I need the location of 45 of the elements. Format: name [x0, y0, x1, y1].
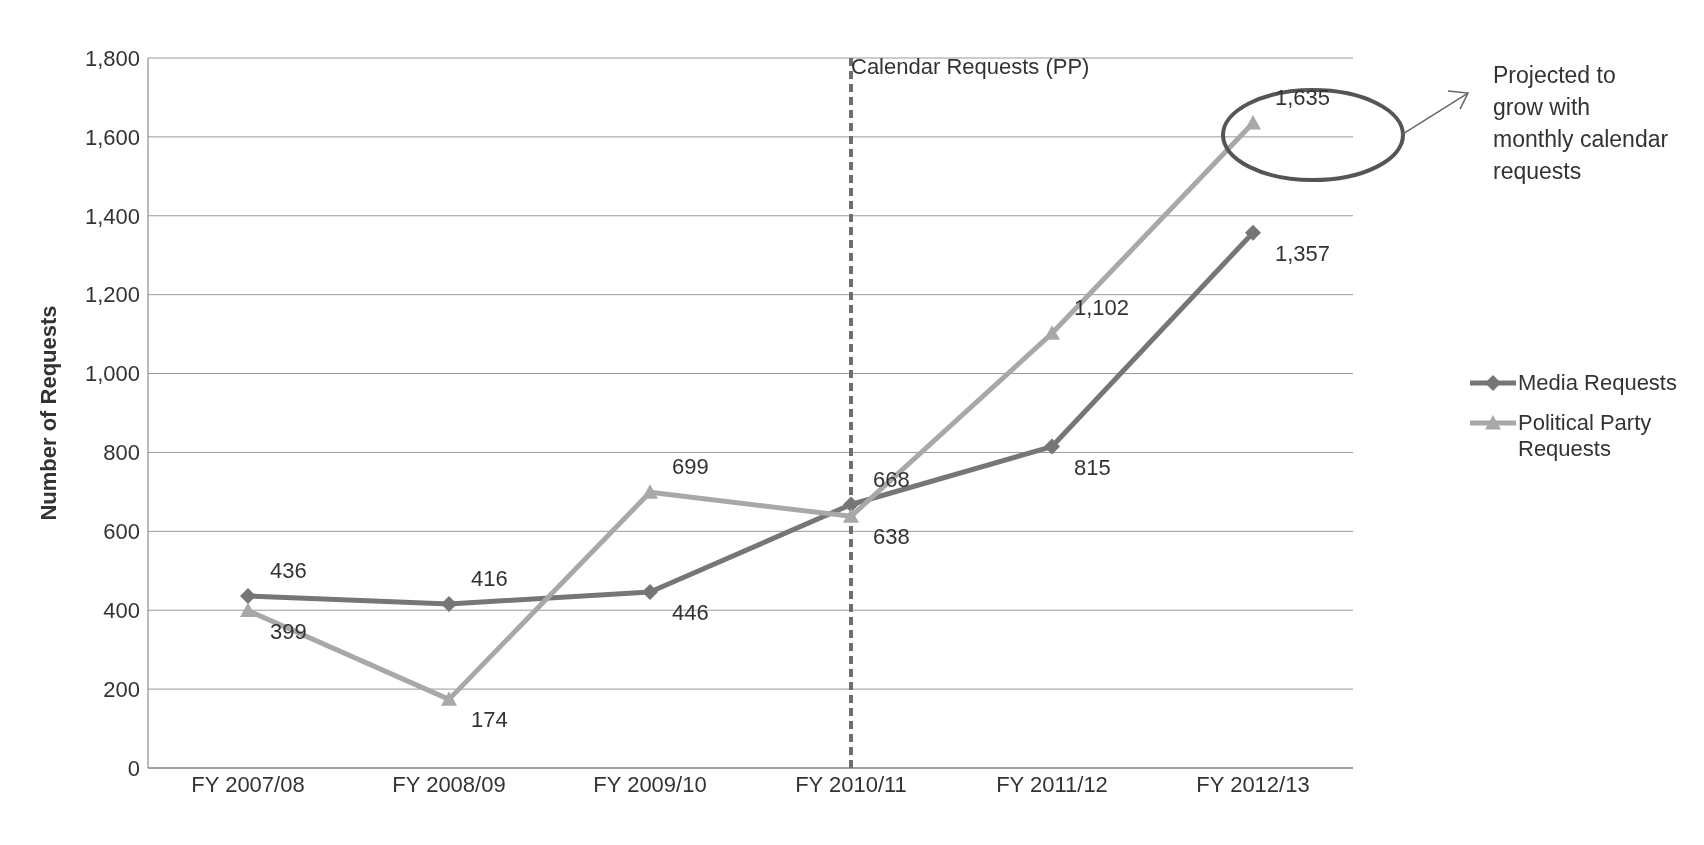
point — [240, 602, 256, 618]
data-label: 436 — [270, 558, 307, 584]
data-label: 399 — [270, 618, 307, 644]
y-tick-label: 0 — [127, 755, 140, 781]
point — [642, 584, 658, 601]
data-label: 638 — [873, 524, 910, 550]
x-tick-label: FY 2009/10 — [593, 771, 707, 797]
legend-label: Media Requests — [1518, 370, 1677, 396]
point — [1245, 224, 1261, 241]
x-tick-label: FY 2011/12 — [996, 771, 1108, 797]
point — [240, 588, 256, 605]
text: Projected to grow with monthly calendar requests — [1493, 62, 1669, 185]
data-label: 668 — [873, 466, 910, 492]
data-label: 174 — [471, 707, 508, 733]
y-axis-title: Number of Requests — [35, 305, 61, 521]
data-label: 446 — [672, 600, 709, 626]
data-label: 815 — [1074, 454, 1111, 480]
data-label: 1,102 — [1074, 295, 1130, 321]
point — [441, 595, 457, 612]
x-tick-label: FY 2008/09 — [392, 771, 506, 797]
y-tick-label: 600 — [103, 519, 140, 545]
point — [843, 508, 859, 523]
y-tick-label: 1,200 — [84, 282, 140, 308]
legend-label: Political Party Requests — [1518, 410, 1653, 462]
point — [1245, 115, 1261, 130]
point — [843, 496, 859, 513]
y-tick-label: 200 — [103, 676, 140, 702]
y-tick-label: 1,400 — [84, 203, 140, 229]
y-tick-label: 1,600 — [84, 124, 140, 150]
ref-line-label: Calendar Requests (PP) — [851, 53, 1090, 79]
y-tick-label: 1,000 — [84, 361, 140, 387]
data-label: 416 — [471, 565, 508, 591]
point — [642, 484, 658, 499]
data-label: 1,635 — [1275, 85, 1331, 111]
data-label: 1,357 — [1275, 240, 1331, 266]
x-tick-label: FY 2012/13 — [1196, 771, 1310, 797]
y-tick-label: 800 — [103, 440, 140, 466]
point — [441, 691, 457, 706]
point — [1044, 438, 1060, 455]
x-tick-label: FY 2007/08 — [191, 771, 305, 797]
x-tick-label: FY 2010/11 — [795, 771, 907, 797]
y-tick-label: 400 — [103, 598, 140, 624]
data-label: 699 — [672, 454, 709, 480]
point — [1044, 325, 1060, 340]
y-tick-label: 1,800 — [84, 45, 140, 71]
